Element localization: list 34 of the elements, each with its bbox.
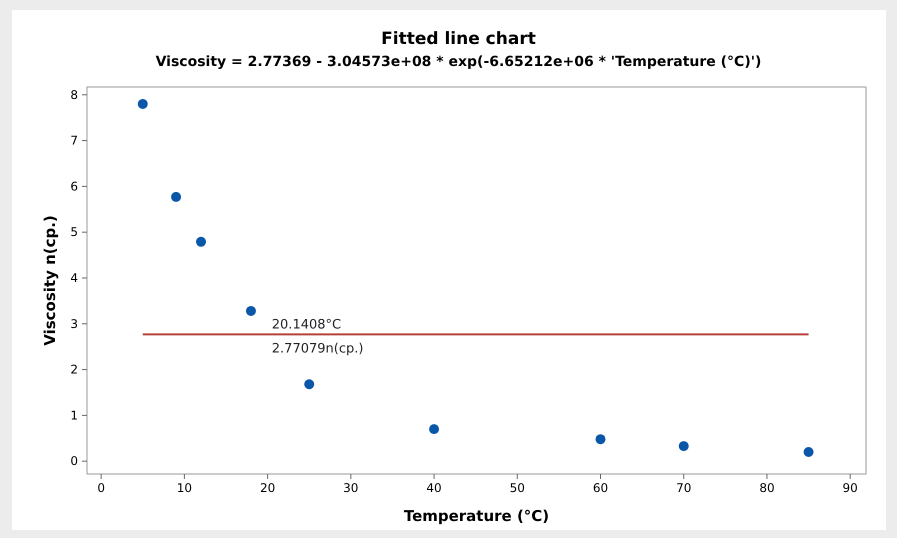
x-tick-label: 10 [176,481,192,495]
y-tick-label: 8 [70,88,78,102]
y-axis-title: Viscosity n(cp.) [41,215,59,346]
point [171,192,182,202]
x-tick-label: 90 [842,481,858,495]
point [596,434,606,444]
y-tick-label: 4 [70,270,78,285]
y-tick-label: 7 [70,134,78,148]
x-tick-label: 80 [759,481,775,495]
x-tick-label: 50 [510,481,525,495]
point [678,441,689,452]
x-tick-label: 20 [260,481,276,495]
chart-title: Fitted line chart [381,29,536,49]
y-tick-label: 3 [70,316,78,331]
chart-subtitle: Viscosity = 2.77369 - 3.04573e+08 * exp(-6.65212e+06 * 'Temperature (°C)') [156,54,762,70]
x-tick-label: 0 [97,481,105,495]
x-tick-label: 60 [592,481,608,495]
y-tick-label: 2 [70,362,78,377]
annotation: 2.77079n(cp.) [272,341,364,356]
x-tick-label: 30 [343,481,358,495]
point [138,98,148,109]
y-tick-label: 6 [70,179,78,194]
point [196,236,206,247]
point [804,447,814,458]
annotation: 20.1408°C [272,317,342,332]
x-tick-label: 70 [676,481,692,495]
x-tick-label: 40 [426,481,442,495]
point [304,379,314,390]
y-tick-label: 0 [70,454,78,468]
x-axis-title: Temperature (°C) [404,507,550,525]
y-tick-label: 5 [70,225,78,240]
y-tick-label: 1 [70,408,78,422]
point [429,424,440,434]
point [246,306,256,316]
